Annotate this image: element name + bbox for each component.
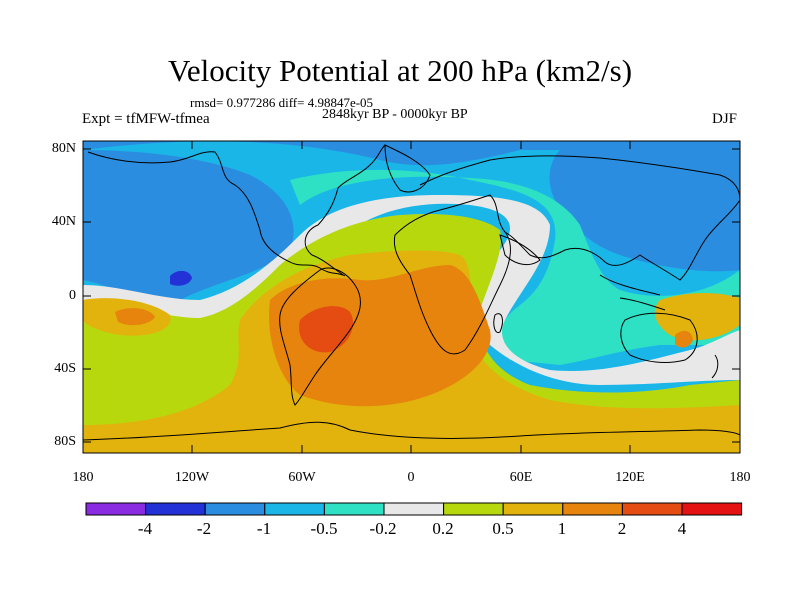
colorbar-swatch [383, 502, 445, 516]
coast-europe-africa [393, 194, 511, 355]
lon-label-60w: 60W [288, 470, 316, 485]
colorbar-label: -4 [137, 519, 153, 538]
coast-south-america [279, 267, 361, 406]
colorbar-swatch [502, 502, 564, 516]
experiment-line: Expt = tfMFW-tfmea [82, 111, 210, 127]
lat-label-80n: 80N [51, 141, 76, 156]
lon-label-60e: 60E [509, 470, 533, 485]
colorbar-swatch [443, 502, 504, 516]
lat-label-40s: 40S [54, 361, 76, 376]
colorbar-label: -1 [256, 519, 272, 538]
colorbar-swatch [323, 502, 385, 516]
colorbar-label: 0.2 [432, 519, 454, 538]
colorbar-label: -0.2 [369, 519, 397, 538]
colorbar-label: 0.5 [492, 519, 514, 538]
colorbar-swatch [264, 502, 325, 516]
coast-eurasia [419, 155, 740, 281]
lon-label-120w: 120W [174, 470, 210, 485]
lon-label-0: 0 [407, 470, 415, 485]
colorbar-swatch [145, 502, 206, 516]
colorbar-label: -0.5 [310, 519, 338, 538]
coast-maritime-continent [599, 274, 666, 311]
stats-line: rmsd= 0.977286 diff= 4.98847e-05 [190, 95, 374, 110]
coast-madagascar [493, 313, 503, 334]
field-max-core [299, 306, 354, 353]
field-strong-pacific-core [115, 308, 155, 326]
field-band-weak-negative [290, 169, 740, 365]
field-band-asia-negative [549, 150, 740, 272]
lon-label-180w: 180 [72, 470, 94, 485]
colorbar-label: 2 [617, 519, 627, 538]
coast-arabia [499, 234, 541, 266]
field-strong-australia-core [675, 330, 693, 348]
coast-australia [620, 312, 698, 363]
coast-north-america [87, 144, 386, 277]
colorbar-swatch [621, 502, 683, 516]
figure-title: Velocity Potential at 200 hPa (km2/s) [167, 53, 633, 88]
lat-label-80s: 80S [54, 434, 76, 449]
filled-contour-field [83, 141, 740, 453]
lat-label-eq: 0 [69, 288, 76, 303]
lon-label-180e: 180 [729, 470, 751, 485]
field-band-pacific-negative [83, 150, 294, 301]
colorbar-swatch [204, 502, 266, 516]
colorbar-swatch [681, 502, 743, 516]
field-band-north-negative [83, 141, 740, 166]
coast-new-zealand [711, 354, 719, 379]
lon-label-120e: 120E [615, 470, 645, 485]
colorbar-swatch [562, 502, 623, 516]
colorbar [85, 502, 743, 516]
colorbar-label: 4 [677, 519, 687, 538]
field-min-core [170, 270, 192, 286]
lat-ticks [83, 148, 740, 443]
season-label: DJF [712, 111, 738, 127]
colorbar-label: -2 [196, 519, 212, 538]
lon-ticks [191, 141, 631, 453]
period-line: 2848kyr BP - 0000kyr BP [322, 107, 468, 122]
colorbar-label: 1 [557, 519, 567, 538]
coast-antarctica [83, 421, 740, 441]
lat-label-40n: 40N [51, 214, 76, 229]
colorbar-swatch [85, 502, 147, 516]
field-moderate-australia-blob [654, 293, 740, 341]
coastlines [83, 144, 740, 441]
field-band-strong-positive [269, 265, 491, 407]
coast-greenland [384, 144, 431, 193]
